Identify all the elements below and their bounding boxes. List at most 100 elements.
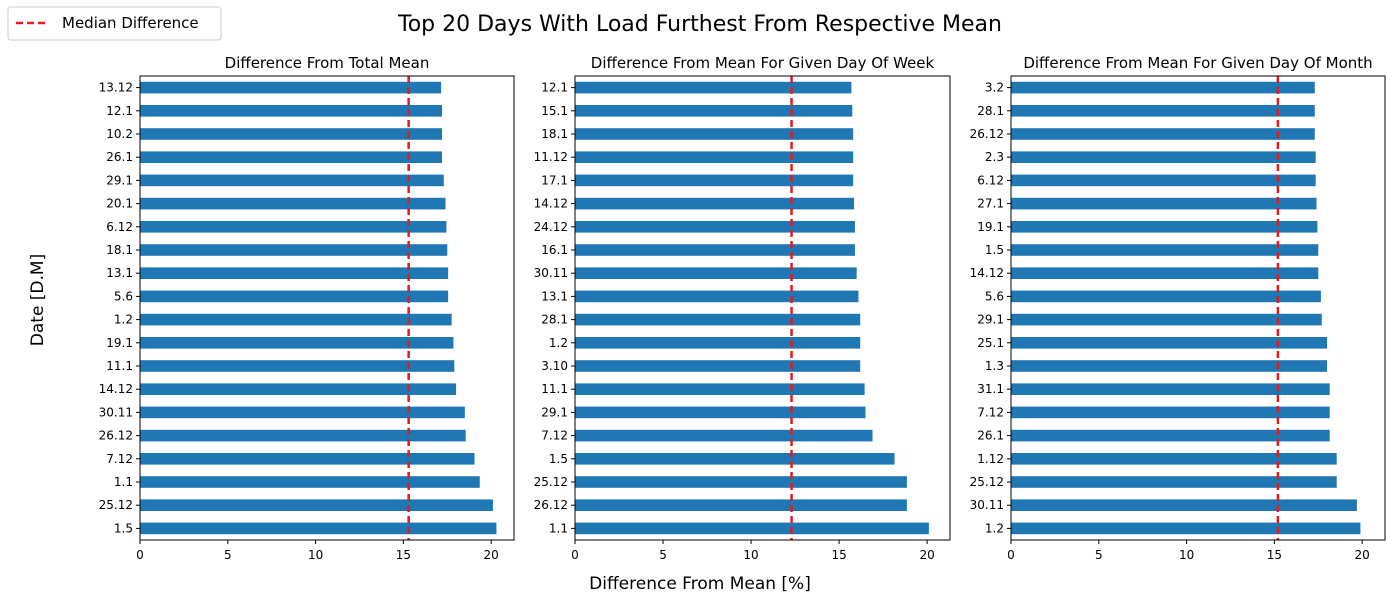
x-tick-label: 10	[743, 548, 758, 562]
bar	[1011, 476, 1337, 488]
bar	[140, 313, 452, 326]
panel-3: Difference From Mean For Given Day Of Mo…	[970, 54, 1386, 562]
bar	[1011, 105, 1315, 117]
bar	[575, 406, 866, 419]
x-tick-label: 0	[1007, 548, 1015, 562]
bar	[140, 383, 457, 395]
axes-frame	[1010, 75, 1386, 541]
y-tick-label: 1.2	[985, 521, 1004, 535]
y-tick-label: 7.12	[106, 452, 133, 466]
y-tick-label: 5.6	[114, 289, 133, 303]
bar	[1011, 128, 1315, 140]
y-tick-label: 1.5	[114, 521, 133, 535]
bar	[140, 151, 443, 163]
bar	[1011, 174, 1316, 187]
bar	[1011, 313, 1322, 326]
y-tick-label: 1.5	[549, 452, 568, 466]
y-tick-label: 25.1	[977, 336, 1004, 350]
bar	[140, 337, 454, 349]
x-tick-label: 5	[1095, 548, 1103, 562]
panel-title: Difference From Mean For Given Day Of We…	[591, 54, 935, 72]
y-tick-label: 12.1	[106, 104, 133, 118]
y-tick-label: 14.12	[99, 382, 133, 396]
y-tick-label: 7.12	[977, 405, 1004, 419]
y-tick-label: 14.12	[970, 266, 1004, 280]
x-tick-label: 15	[1267, 548, 1282, 562]
y-tick-label: 15.1	[541, 104, 568, 118]
y-tick-label: 1.1	[114, 475, 133, 489]
y-tick-label: 1.12	[977, 452, 1004, 466]
panel-title: Difference From Mean For Given Day Of Mo…	[1023, 54, 1372, 72]
x-tick-label: 20	[919, 548, 934, 562]
y-tick-label: 18.1	[541, 127, 568, 141]
bar	[575, 267, 857, 279]
bar	[140, 221, 447, 233]
bar	[140, 290, 449, 303]
y-tick-label: 31.1	[977, 382, 1004, 396]
y-tick-label: 29.1	[106, 173, 133, 187]
y-tick-label: 10.2	[106, 127, 133, 141]
bar	[575, 221, 855, 233]
y-tick-label: 11.12	[534, 150, 568, 164]
y-tick-label: 17.1	[541, 173, 568, 187]
y-axis-label: Date [D.M]	[28, 254, 48, 346]
bar	[575, 499, 907, 511]
y-tick-label: 11.1	[541, 382, 568, 396]
bar	[575, 290, 859, 303]
bar	[575, 105, 853, 117]
bar	[140, 105, 443, 117]
bar	[140, 429, 466, 442]
x-tick-label: 0	[136, 548, 144, 562]
y-tick-label: 30.11	[970, 498, 1004, 512]
bar	[1011, 522, 1361, 535]
bar	[1011, 151, 1316, 163]
y-tick-label: 28.1	[977, 104, 1004, 118]
panel-2: Difference From Mean For Given Day Of We…	[534, 54, 951, 562]
y-tick-label: 28.1	[541, 313, 568, 327]
y-tick-label: 1.5	[985, 243, 1004, 257]
bar	[1011, 81, 1315, 94]
bar	[1011, 453, 1337, 465]
bar	[575, 197, 855, 210]
y-tick-label: 30.11	[99, 405, 133, 419]
y-tick-label: 13.1	[541, 289, 568, 303]
x-tick-label: 5	[659, 548, 667, 562]
y-tick-label: 12.1	[541, 81, 568, 95]
y-tick-label: 19.1	[977, 220, 1004, 234]
x-tick-label: 20	[484, 548, 499, 562]
y-tick-label: 26.12	[970, 127, 1004, 141]
legend-box	[7, 6, 222, 41]
panels: Difference From Total Mean 1.5 25.12 1.1 7.1…	[99, 54, 1386, 562]
y-tick-label: 29.1	[977, 313, 1004, 327]
y-tick-label: 3.10	[541, 359, 568, 373]
x-tick-label: 15	[396, 548, 411, 562]
panel-title: Difference From Total Mean	[225, 54, 430, 72]
axes-frame	[574, 75, 951, 541]
y-tick-label: 1.2	[549, 336, 568, 350]
bar	[1011, 197, 1317, 210]
x-axis-label: Difference From Mean [%]	[589, 574, 811, 594]
bar	[140, 197, 446, 210]
bar	[575, 476, 907, 488]
y-tick-label: 25.12	[534, 475, 568, 489]
x-tick-label: 0	[571, 548, 579, 562]
y-tick-label: 25.12	[99, 498, 133, 512]
bar	[575, 453, 895, 465]
bar	[575, 128, 854, 140]
bar	[1011, 406, 1330, 419]
x-tick-label: 10	[1179, 548, 1194, 562]
y-tick-label: 16.1	[541, 243, 568, 257]
bar	[140, 522, 497, 535]
legend: Median Difference	[7, 6, 222, 41]
x-tick-label: 15	[831, 548, 846, 562]
bar	[140, 267, 449, 279]
y-tick-label: 30.11	[534, 266, 568, 280]
bar	[140, 499, 493, 511]
y-tick-label: 26.12	[534, 498, 568, 512]
y-tick-label: 6.12	[977, 173, 1004, 187]
y-tick-label: 20.1	[106, 197, 133, 211]
y-tick-label: 6.12	[106, 220, 133, 234]
legend-label: Median Difference	[62, 14, 199, 32]
y-tick-label: 13.12	[99, 81, 133, 95]
